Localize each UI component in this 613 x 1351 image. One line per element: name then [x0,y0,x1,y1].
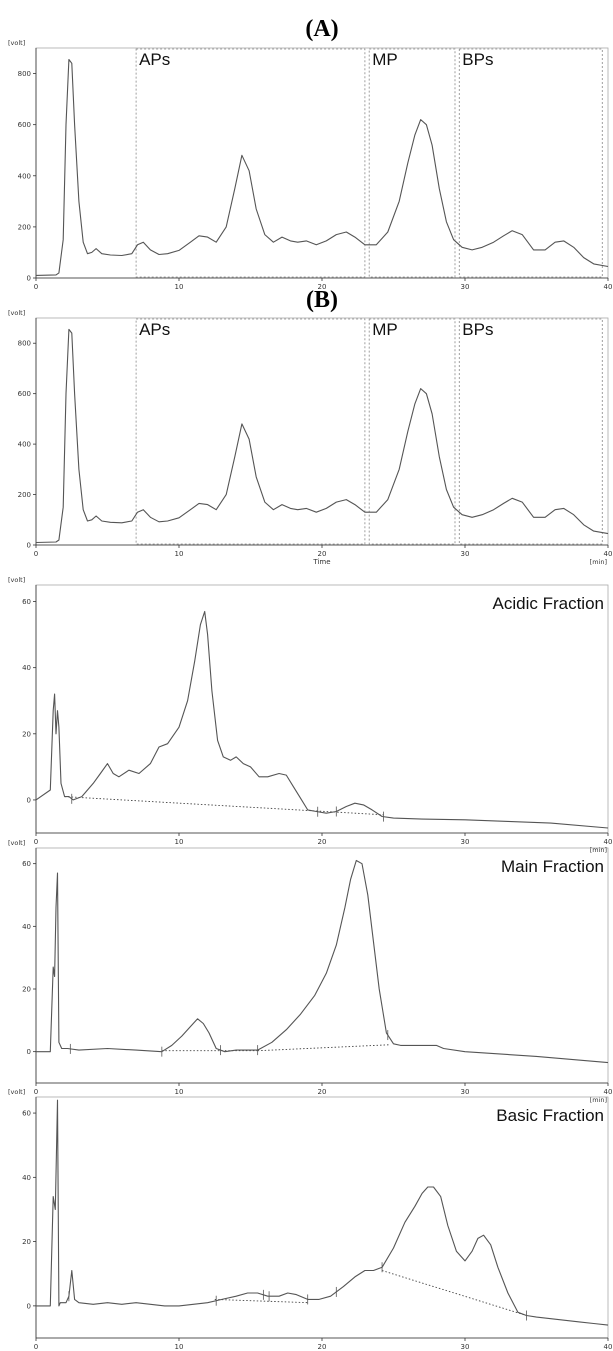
y-tick-label: 600 [18,121,31,129]
y-tick-label: 400 [18,172,31,180]
y-tick-label: 0 [27,1302,31,1310]
chromatogram-trace [35,328,609,544]
x-tick-label: 0 [34,1343,38,1351]
region-box [135,318,366,545]
x-tick-label: 30 [461,550,470,558]
x-tick-label: 40 [604,838,613,846]
fraction-label: Acidic Fraction [493,594,604,613]
region-label: MP [372,320,398,339]
fraction-label: Basic Fraction [496,1106,604,1125]
y-tick-label: 0 [27,1048,31,1056]
integration-baseline [257,1044,390,1052]
y-tick-label: 400 [18,441,31,449]
chromatogram-trace [36,859,609,1064]
y-tick-label: 20 [22,730,31,738]
x-tick-label: 0 [34,1088,38,1096]
y-tick-label: 800 [18,70,31,78]
x-tick-label: 10 [175,283,184,291]
y-tick-label: 60 [22,1110,31,1118]
x-tick-label: 40 [604,1343,613,1351]
region-box [368,48,456,278]
chart-panel: 0 20 40 60 0 10 20 30 40 [volt] [min] Basic Fractio… [8,1088,612,1351]
x-axis-unit: [min] [590,558,607,566]
x-tick-label: 0 [34,838,38,846]
y-tick-label: 60 [22,598,31,606]
region-box [368,318,456,545]
y-axis-label: [volt] [8,839,25,847]
y-tick-label: 200 [18,491,31,499]
integration-baseline [381,1270,527,1316]
x-tick-label: 30 [461,838,470,846]
x-tick-label: 30 [461,1343,470,1351]
panel-title: (B) [306,287,338,313]
x-tick-label: 20 [318,1088,327,1096]
x-tick-label: 40 [604,1088,613,1096]
region-label: MP [372,50,398,69]
region-label: BPs [462,50,493,69]
x-tick-label: 10 [175,1088,184,1096]
y-tick-label: 600 [18,390,31,398]
region-box [458,318,603,545]
region-box [135,48,366,278]
plot-frame [35,47,609,279]
y-tick-label: 0 [27,796,31,804]
y-tick-label: 40 [22,1174,31,1182]
chromatogram-trace [35,58,609,276]
y-tick-label: 40 [22,664,31,672]
x-tick-label: 20 [318,1343,327,1351]
region-box [458,48,603,278]
chart-panel: 0 20 40 60 0 10 20 30 40 [volt] [min] Acidic Fracti… [8,576,612,854]
x-tick-label: 20 [318,283,327,291]
x-axis-unit: [min] [590,1096,607,1104]
y-axis-label: [volt] [8,576,25,584]
panel-title: (A) [305,16,338,42]
x-tick-label: 30 [461,1088,470,1096]
x-axis-label: Time [312,558,330,566]
y-axis-label: [volt] [8,39,25,47]
region-label: APs [139,320,170,339]
integration-baseline [64,796,384,816]
y-tick-label: 0 [27,275,31,283]
chart-panel: 0 200 400 600 800 0 10 20 30 40 [volt] [min] Time (B)… [8,287,612,566]
chart-panel: 0 200 400 600 800 0 10 20 30 40 [volt] (A) APs MP BPs [8,16,612,291]
x-tick-label: 40 [604,550,613,558]
x-tick-label: 0 [34,550,38,558]
x-tick-label: 30 [461,283,470,291]
y-tick-label: 40 [22,923,31,931]
y-tick-label: 20 [22,1238,31,1246]
x-tick-label: 40 [604,283,613,291]
integration-baseline [214,1298,308,1304]
y-tick-label: 0 [27,542,31,550]
x-tick-label: 10 [175,838,184,846]
y-tick-label: 800 [18,340,31,348]
plot-frame [35,317,609,546]
region-label: BPs [462,320,493,339]
chart-panel: 0 20 40 60 0 10 20 30 40 [volt] [min] Main Fraction [8,839,612,1104]
x-tick-label: 10 [175,1343,184,1351]
x-axis-unit: [min] [590,846,607,854]
y-tick-label: 20 [22,986,31,994]
chromatogram-trace [36,1099,609,1326]
y-tick-label: 60 [22,860,31,868]
x-tick-label: 0 [34,283,38,291]
region-label: APs [139,50,170,69]
y-axis-label: [volt] [8,309,25,317]
chromatogram-trace [35,610,609,829]
fraction-label: Main Fraction [501,857,604,876]
x-tick-label: 20 [318,550,327,558]
y-axis-label: [volt] [8,1088,25,1096]
plot-frame [35,584,609,834]
plot-frame [35,1096,609,1339]
y-tick-label: 200 [18,223,31,231]
x-tick-label: 10 [175,550,184,558]
x-tick-label: 20 [318,838,327,846]
